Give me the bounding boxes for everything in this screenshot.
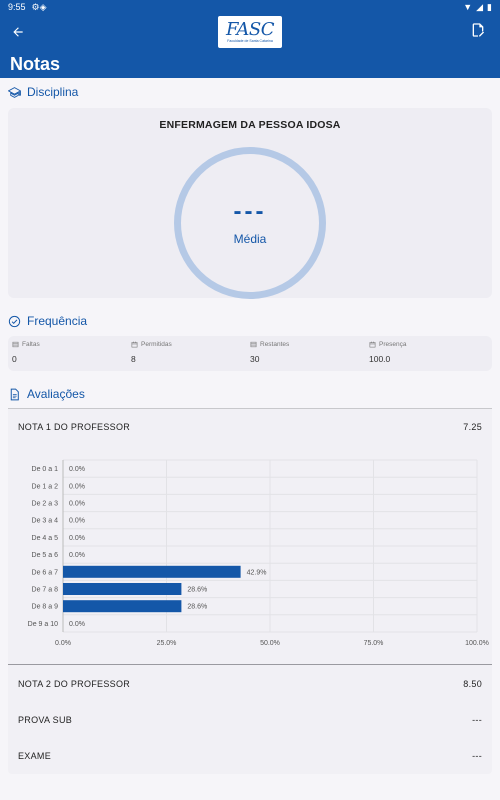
x-tick-label: 50.0% — [260, 640, 280, 647]
check-circle-icon — [8, 315, 21, 327]
disciplina-card: ENFERMAGEM DA PESSOA IDOSA --- Média — [8, 108, 492, 299]
eval-score: --- — [472, 715, 482, 725]
bar-value-label: 28.6% — [187, 587, 207, 594]
bar-value-label: 0.0% — [69, 466, 85, 473]
page-title: Notas — [10, 54, 61, 74]
avaliacoes-header-label: Avaliações — [27, 387, 85, 401]
bar-value-label: 0.0% — [69, 621, 85, 628]
document-list-icon — [10, 388, 19, 400]
eval-label: NOTA 1 DO PROFESSOR — [18, 422, 131, 432]
freq-label: Faltas — [22, 341, 40, 348]
freq-label: Permitidas — [141, 341, 172, 348]
shield-status-icon: ◈ — [39, 1, 47, 12]
freq-value: 8 — [131, 354, 136, 364]
bar-value-label: 42.9% — [247, 569, 267, 576]
table-icon — [12, 341, 19, 348]
eval-label: PROVA SUB — [18, 715, 73, 725]
average-label: Média — [233, 232, 267, 246]
frequencia-header-label: Frequência — [27, 314, 88, 328]
fasc-logo: FASC Faculdade de Santa Catarina — [218, 16, 282, 48]
back-button[interactable] — [8, 22, 28, 42]
eval-row-nota1[interactable]: NOTA 1 DO PROFESSOR 7.25 — [18, 422, 482, 432]
battery-icon: ▮ — [487, 1, 492, 12]
grade-distribution-chart: 0.0% 25.0% 50.0% 75.0% 100.0% De 0 a 1 0.0% De … — [28, 459, 489, 647]
x-tick-label: 75.0% — [364, 640, 384, 647]
eval-row-exame[interactable]: EXAME --- — [18, 751, 482, 761]
frequencia-card: Faltas 0 Permitidas 8 Restantes 30 Prese… — [8, 336, 492, 371]
category-label: De 0 a 1 — [32, 466, 59, 473]
category-label: De 4 a 5 — [32, 535, 59, 542]
freq-permitidas: Permitidas 8 — [131, 341, 250, 366]
logo-subtitle: Faculdade de Santa Catarina — [227, 38, 273, 43]
eval-row-nota2[interactable]: NOTA 2 DO PROFESSOR 8.50 — [18, 679, 482, 689]
eval-label: EXAME — [18, 751, 52, 761]
freq-value: 100.0 — [369, 354, 391, 364]
category-label: De 7 a 8 — [32, 587, 59, 594]
disciplina-header: Disciplina — [8, 85, 78, 99]
settings-status-icon: ⚙ — [31, 1, 40, 12]
freq-presenca: Presença 100.0 — [369, 341, 488, 366]
category-label: De 2 a 3 — [32, 501, 59, 508]
category-label: De 8 a 9 — [32, 604, 59, 611]
status-bar: 9:55 ⚙ ◈ ▼ ◢ ▮ — [0, 0, 500, 14]
bar-value-label: 0.0% — [69, 518, 85, 525]
calendar-icon — [131, 341, 138, 348]
freq-label: Restantes — [260, 341, 290, 348]
category-label: De 3 a 4 — [32, 518, 59, 525]
wifi-icon: ▼ — [463, 2, 473, 12]
bar — [63, 600, 182, 613]
bar-value-label: 0.0% — [69, 552, 85, 559]
bar-value-label: 28.6% — [187, 604, 207, 611]
category-label: De 6 a 7 — [32, 569, 59, 576]
status-time: 9:55 — [8, 2, 26, 12]
freq-label: Presença — [379, 341, 407, 348]
freq-value: 0 — [12, 354, 17, 364]
eval-row-prova-sub[interactable]: PROVA SUB --- — [18, 715, 482, 725]
disciplina-name: ENFERMAGEM DA PESSOA IDOSA — [159, 119, 341, 131]
eval-score: --- — [472, 751, 482, 761]
logo-mark: FASC — [225, 18, 275, 40]
category-label: De 1 a 2 — [32, 483, 59, 490]
frequencia-header: Frequência — [8, 314, 87, 328]
x-tick-label: 100.0% — [465, 640, 489, 647]
document-edit-icon — [472, 23, 485, 37]
signal-icon: ◢ — [476, 1, 484, 12]
bar — [63, 583, 182, 595]
category-label: De 9 a 10 — [28, 621, 58, 628]
eval-score: 8.50 — [463, 679, 482, 689]
freq-restantes: Restantes 30 — [250, 341, 369, 366]
category-label: De 5 a 6 — [32, 552, 59, 559]
arrow-back-icon — [13, 27, 23, 37]
eval-score: 7.25 — [463, 422, 482, 432]
bar-value-label: 0.0% — [69, 501, 85, 508]
graduation-cap-icon — [8, 86, 21, 98]
app-bar: FASC Faculdade de Santa Catarina Notas — [0, 14, 500, 78]
freq-faltas: Faltas 0 — [12, 341, 131, 366]
bar-value-label: 0.0% — [69, 483, 85, 490]
freq-value: 30 — [250, 354, 260, 364]
eval-divider — [8, 664, 492, 665]
x-tick-label: 0.0% — [55, 640, 71, 647]
average-ring: --- Média — [174, 147, 326, 299]
document-edit-button[interactable] — [470, 22, 490, 42]
calendar-icon — [369, 341, 376, 348]
bar — [63, 565, 241, 578]
x-tick-label: 25.0% — [157, 640, 177, 647]
avaliacoes-header: Avaliações — [8, 387, 85, 401]
average-value: --- — [233, 198, 267, 225]
table-icon — [250, 341, 257, 348]
disciplina-header-label: Disciplina — [27, 85, 79, 99]
eval-label: NOTA 2 DO PROFESSOR — [18, 679, 131, 689]
bar-value-label: 0.0% — [69, 535, 85, 542]
